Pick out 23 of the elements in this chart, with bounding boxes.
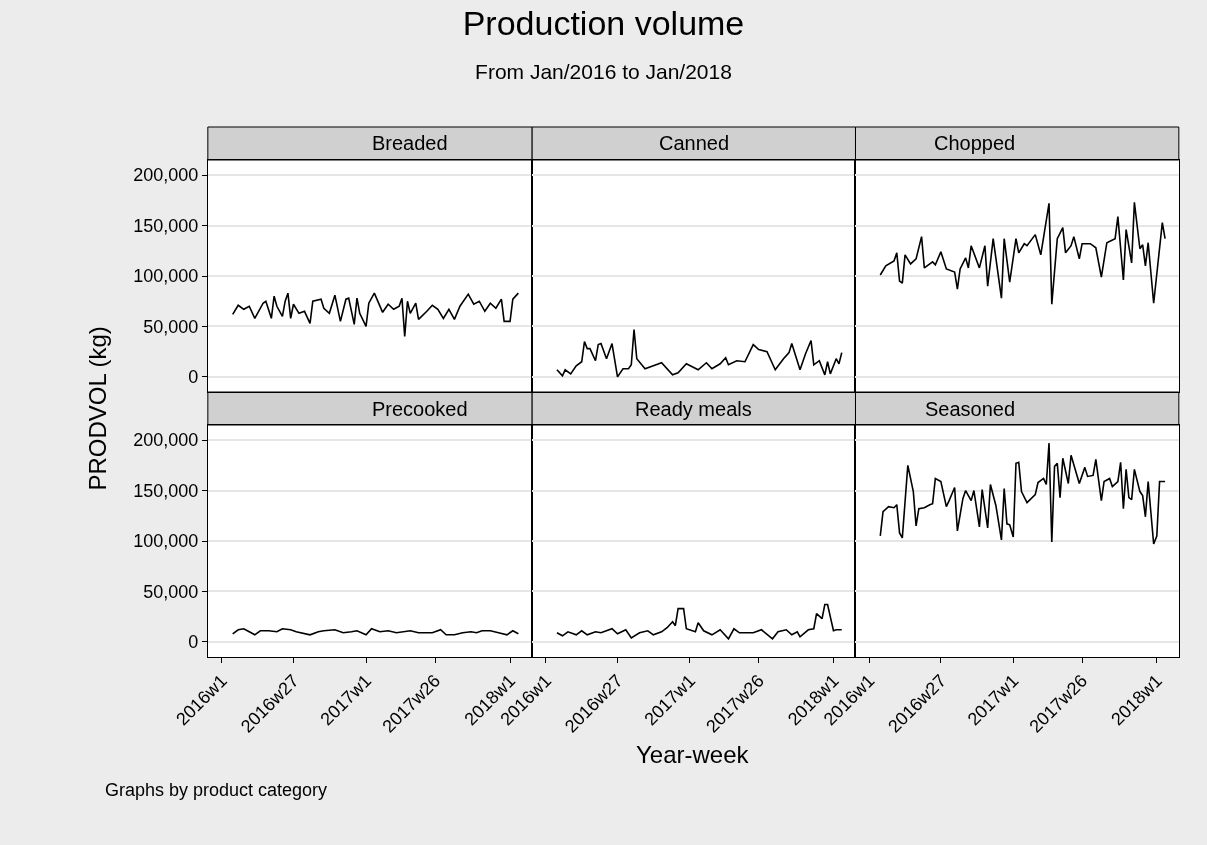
y-tick-label: 150,000 xyxy=(133,215,199,236)
text: Graphs by product category xyxy=(105,780,328,800)
chart-title: Precooked xyxy=(372,398,468,420)
text: From Jan/2016 to Jan/2018 xyxy=(475,60,732,84)
text: PRODVOL (kg) xyxy=(83,326,111,491)
chart-title: Canned xyxy=(659,132,730,154)
y-tick-label: 0 xyxy=(188,367,199,388)
text: Year-week xyxy=(636,741,750,768)
line-series xyxy=(231,292,520,338)
y-tick-label: 150,000 xyxy=(133,480,199,501)
y-tick-label: 100,000 xyxy=(133,531,199,552)
y-tick-label: 100,000 xyxy=(133,266,199,287)
chart-title: Chopped xyxy=(934,132,1016,154)
chart-title: Breaded xyxy=(372,132,448,154)
text: Production volume xyxy=(462,4,745,42)
y-tick-label: 50,000 xyxy=(143,316,199,337)
y-tick-label: 200,000 xyxy=(133,165,199,186)
line-series xyxy=(231,627,520,636)
chart-title: Seasoned xyxy=(925,398,1016,420)
y-tick-label: 200,000 xyxy=(133,430,199,451)
y-tick-label: 0 xyxy=(188,632,199,653)
y-tick-label: 50,000 xyxy=(143,581,199,602)
chart-title: Ready meals xyxy=(635,398,752,420)
